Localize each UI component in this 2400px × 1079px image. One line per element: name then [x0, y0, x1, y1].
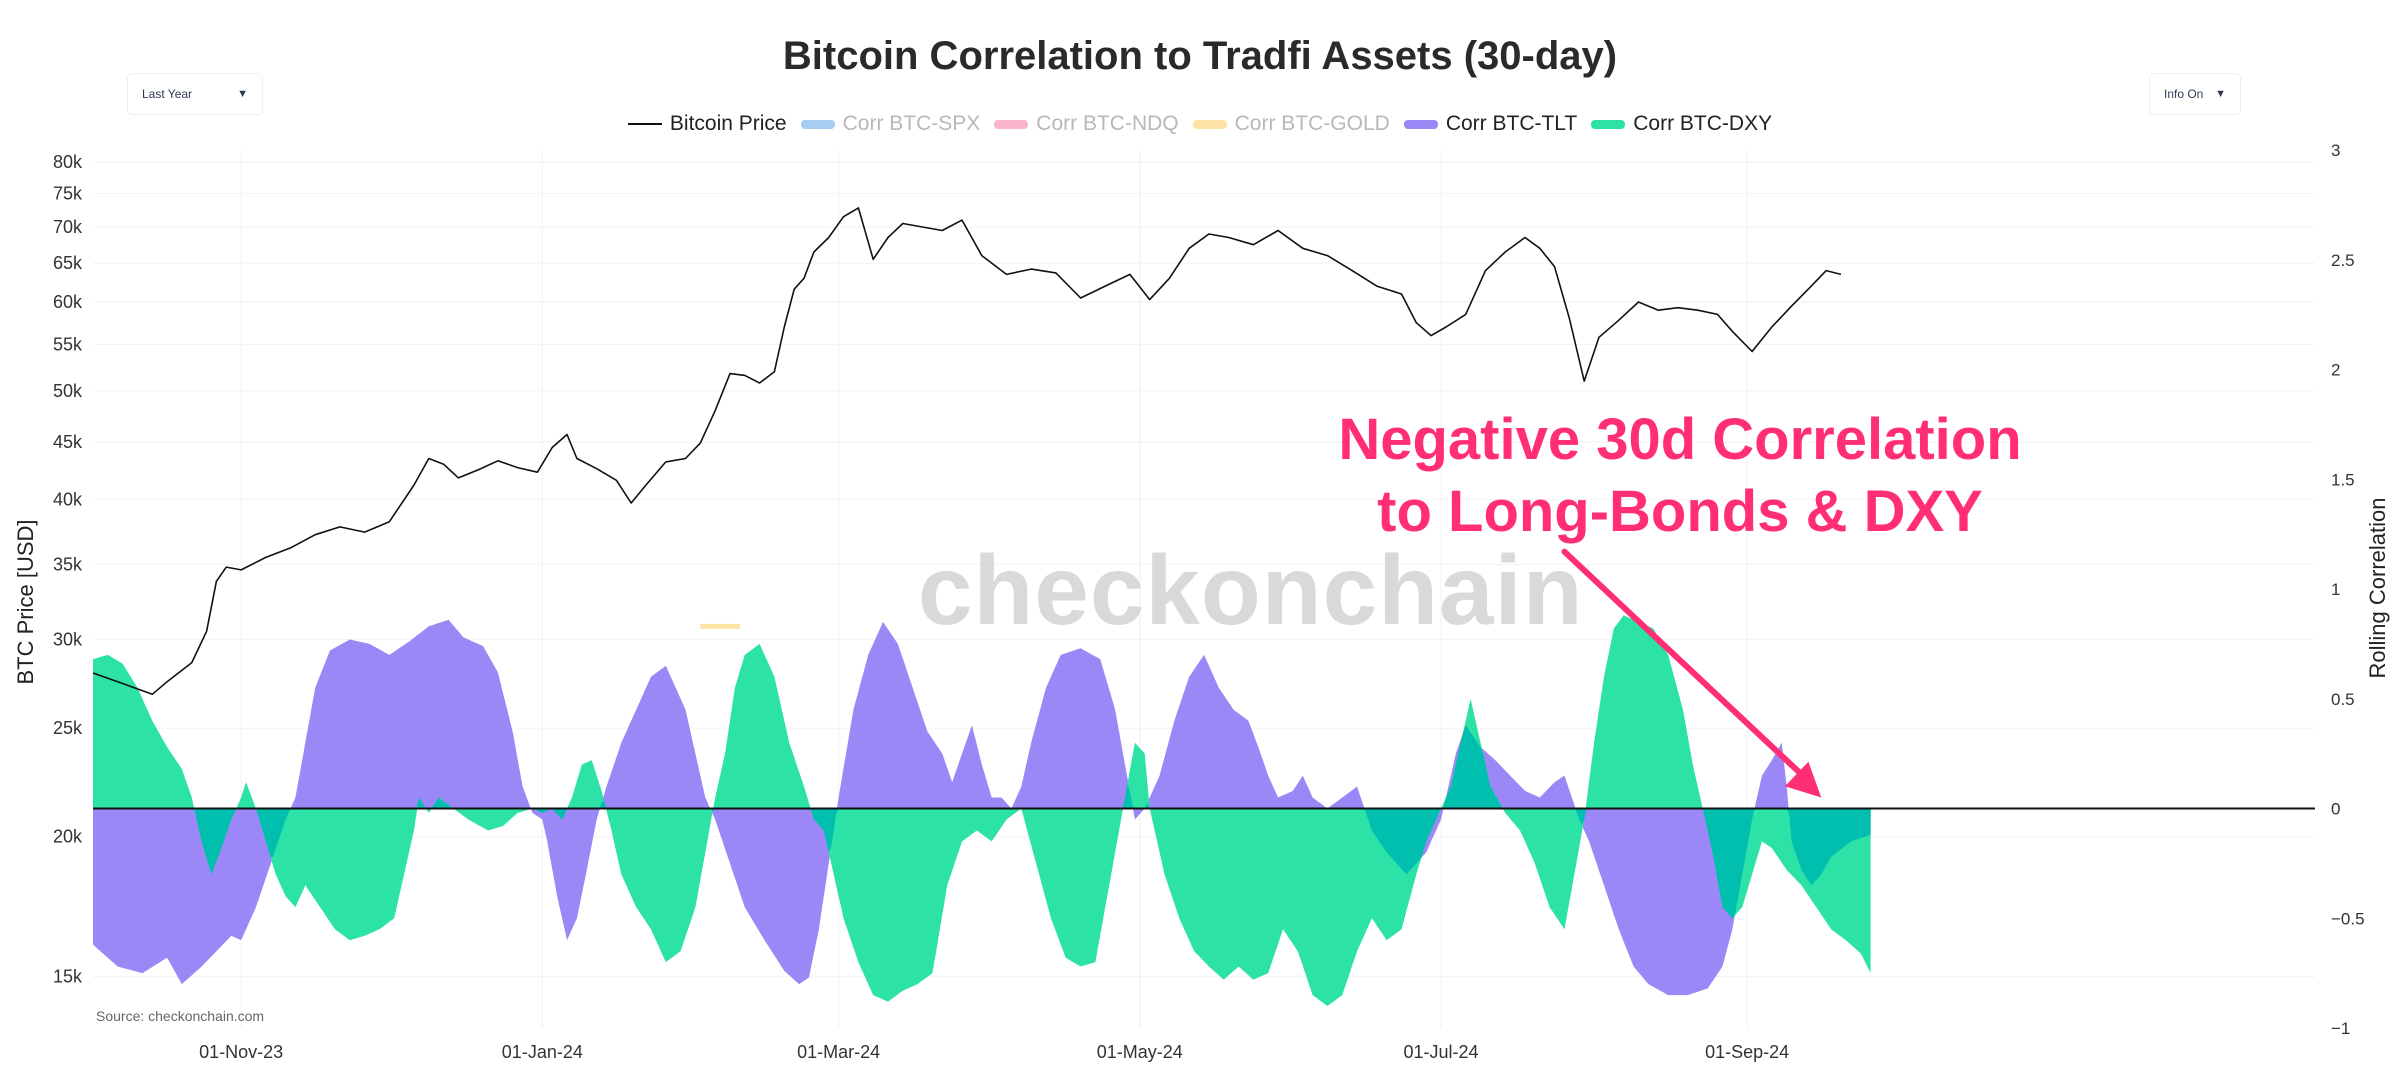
legend-ndq[interactable]: Corr BTC-NDQ: [994, 112, 1179, 136]
legend-gold-label: Corr BTC-GOLD: [1234, 112, 1390, 135]
y-right-tick-label: 2: [2331, 361, 2340, 380]
chevron-down-icon: ▼: [237, 88, 248, 100]
y-left-tick-label: 25k: [53, 718, 83, 738]
legend-gold-swatch: [1192, 119, 1227, 129]
legend-price-swatch: [627, 123, 662, 125]
legend-spx-swatch: [800, 119, 835, 129]
y-right-tick-label: 0.5: [2331, 690, 2355, 709]
y-left-tick-label: 15k: [53, 967, 83, 987]
legend-gold[interactable]: Corr BTC-GOLD: [1192, 112, 1390, 136]
watermark: checkonchain: [918, 535, 1584, 645]
x-tick-label: 01-Jul-24: [1403, 1042, 1478, 1062]
chart-legend: Bitcoin Price Corr BTC-SPX Corr BTC-NDQ …: [0, 112, 2400, 136]
y-left-tick-label: 60k: [53, 292, 83, 312]
annotation-line-1: Negative 30d Correlation: [1338, 407, 2022, 472]
y-left-tick-label: 20k: [53, 827, 83, 847]
info-toggle[interactable]: Info On ▼: [2150, 74, 2240, 114]
info-toggle-value: Info On: [2164, 87, 2204, 101]
x-tick-label: 01-Jan-24: [502, 1042, 583, 1062]
chevron-down-icon: ▼: [2215, 88, 2226, 100]
legend-dxy[interactable]: Corr BTC-DXY: [1591, 112, 1772, 136]
annotation-arrow-head: [1784, 761, 1822, 798]
range-select-value: Last Year: [142, 87, 193, 101]
legend-spx[interactable]: Corr BTC-SPX: [800, 112, 981, 136]
y-left-tick-label: 50k: [53, 381, 83, 401]
y-left-tick-label: 65k: [53, 253, 83, 273]
source-note: Source: checkonchain.com: [96, 1008, 265, 1024]
legend-price[interactable]: Bitcoin Price: [627, 112, 787, 136]
corr-btc-dxy-area: [93, 615, 1871, 1006]
x-tick-label: 01-Mar-24: [797, 1042, 880, 1062]
legend-tlt[interactable]: Corr BTC-TLT: [1403, 112, 1578, 136]
corr-btc-tlt-area: [93, 619, 1871, 996]
legend-tlt-swatch: [1403, 119, 1438, 129]
x-tick-label: 01-May-24: [1097, 1042, 1183, 1062]
y-left-tick-label: 45k: [53, 432, 83, 452]
legend-ndq-label: Corr BTC-NDQ: [1036, 112, 1179, 135]
y-right-tick-label: 2.5: [2331, 251, 2355, 270]
y-right-tick-label: 1.5: [2331, 470, 2355, 489]
y-right-tick-label: 3: [2331, 141, 2340, 160]
y-left-tick-label: 35k: [53, 554, 83, 574]
y-left-axis-title: BTC Price [USD]: [13, 519, 38, 685]
legend-dxy-label: Corr BTC-DXY: [1633, 112, 1773, 135]
y-left-tick-label: 80k: [53, 152, 83, 172]
annotation-arrow-shaft: [1561, 548, 1815, 787]
chart-title: Bitcoin Correlation to Tradfi Assets (30…: [782, 34, 1618, 78]
y-right-tick-label: −0.5: [2331, 909, 2365, 928]
y-right-tick-label: 0: [2331, 800, 2340, 819]
y-right-axis-title: Rolling Correlation: [2365, 497, 2390, 679]
legend-dxy-swatch: [1591, 119, 1626, 129]
bitcoin-price-line: [92, 207, 1842, 696]
legend-spx-label: Corr BTC-SPX: [842, 112, 981, 135]
y-left-tick-label: 40k: [53, 489, 83, 509]
y-left-tick-label: 70k: [53, 217, 83, 237]
x-tick-label: 01-Sep-24: [1705, 1042, 1789, 1062]
y-right-tick-label: −1: [2331, 1019, 2350, 1038]
y-left-tick-label: 30k: [53, 629, 83, 649]
legend-tlt-label: Corr BTC-TLT: [1445, 112, 1578, 135]
range-select[interactable]: Last Year ▼: [128, 74, 262, 114]
annotation-line-2: to Long-Bonds & DXY: [1377, 479, 1983, 544]
y-left-tick-label: 55k: [53, 334, 83, 354]
y-left-tick-label: 75k: [53, 183, 83, 203]
legend-ndq-swatch: [994, 119, 1029, 129]
y-right-tick-label: 1: [2331, 580, 2340, 599]
x-tick-label: 01-Nov-23: [199, 1042, 283, 1062]
legend-price-label: Bitcoin Price: [669, 112, 787, 135]
